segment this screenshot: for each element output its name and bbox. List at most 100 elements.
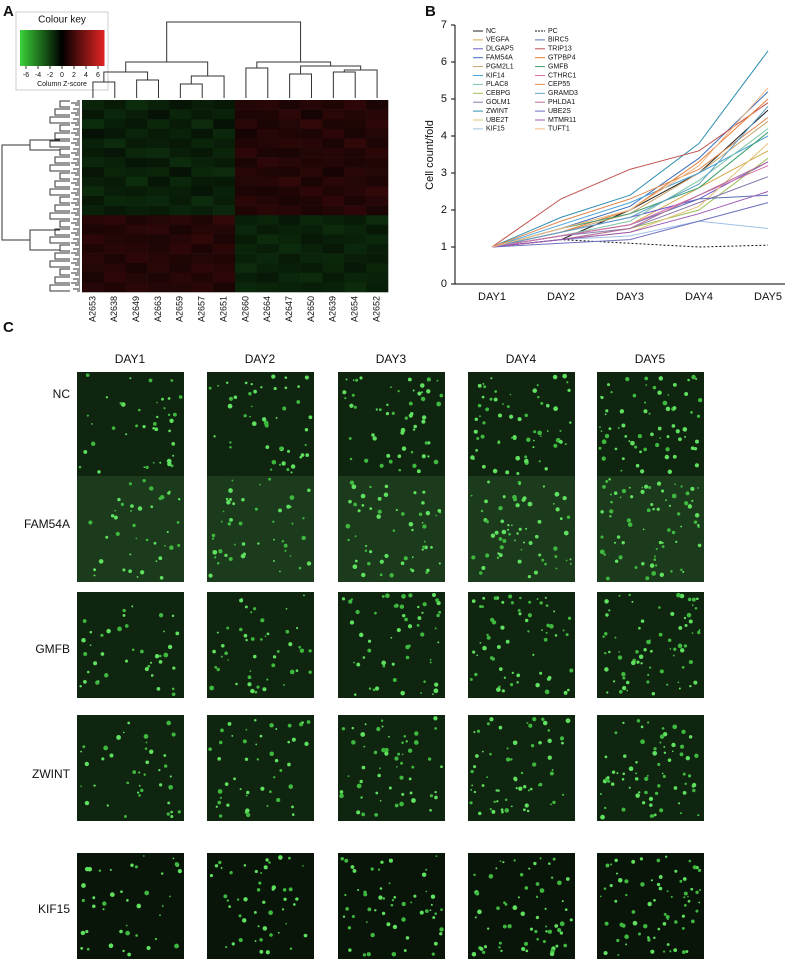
heatmap-cell <box>169 282 192 293</box>
cell-spot <box>159 494 165 500</box>
cell-spot <box>120 890 123 894</box>
cell-spot <box>473 731 476 734</box>
cell-spot <box>345 906 349 911</box>
cell-spot <box>227 522 232 526</box>
colour-key-swatch <box>62 30 64 66</box>
cell-spot <box>416 623 420 627</box>
dendrogram-branch <box>49 260 70 268</box>
cell-spot <box>430 545 433 549</box>
dendrogram-branch <box>49 284 70 292</box>
colour-key-swatch <box>36 30 39 66</box>
heatmap-cell <box>300 138 323 149</box>
heatmap-cell <box>191 100 214 110</box>
cell-spot <box>533 570 538 575</box>
cell-spot <box>475 891 480 896</box>
cell-spot <box>674 483 676 486</box>
cell-spot <box>622 721 625 725</box>
cell-spot <box>372 688 376 692</box>
cell-spot <box>344 858 349 863</box>
cell-spot <box>679 648 685 653</box>
heatmap-cell <box>300 196 323 206</box>
cell-spot <box>569 421 572 424</box>
cell-spot <box>407 377 412 382</box>
cell-spot <box>601 456 606 461</box>
micrograph <box>597 372 704 478</box>
cell-spot <box>90 441 96 447</box>
cell-spot <box>83 450 88 454</box>
cell-spot <box>559 736 565 741</box>
row-label: ZWINT <box>32 767 71 781</box>
cell-spot <box>109 892 115 897</box>
cell-spot <box>365 921 368 924</box>
cell-spot <box>687 899 691 903</box>
cell-spot <box>154 427 159 432</box>
cell-spot <box>388 882 391 885</box>
cell-spot <box>434 912 437 915</box>
cell-spot <box>545 925 548 928</box>
cell-spot <box>240 553 246 559</box>
heatmap-cell <box>125 100 148 110</box>
cell-spot <box>621 807 626 812</box>
dendrogram-branch <box>54 228 70 236</box>
cell-spot <box>649 563 655 568</box>
cell-spot <box>520 548 523 551</box>
cell-spot <box>684 782 687 786</box>
heatmap-cell <box>278 253 301 264</box>
legend-label: PC <box>548 28 558 35</box>
colour-key-swatch <box>97 30 99 66</box>
heatmap-cell <box>256 186 280 197</box>
cell-spot <box>82 619 87 623</box>
heatmap-cell <box>82 234 105 245</box>
cell-spot <box>409 412 414 416</box>
cell-spot <box>148 378 153 383</box>
cell-spot <box>125 659 129 663</box>
heatmap-cell <box>366 253 389 264</box>
cell-spot <box>384 747 389 753</box>
colour-key-swatch <box>92 30 95 66</box>
cell-spot <box>352 564 358 570</box>
cell-spot <box>648 796 654 802</box>
micrograph <box>468 592 575 698</box>
cell-spot <box>233 395 238 400</box>
cell-spot <box>412 428 416 431</box>
cell-spot <box>524 413 528 418</box>
cell-spot <box>469 678 473 681</box>
cell-spot <box>399 775 404 780</box>
cell-spot <box>217 789 223 794</box>
cell-spot <box>384 553 389 559</box>
cell-spot <box>478 571 483 575</box>
cell-spot <box>421 454 426 459</box>
cell-spot <box>684 391 689 396</box>
heatmap-cell <box>213 244 236 254</box>
cell-spot <box>347 775 350 778</box>
cell-spot <box>640 662 643 665</box>
cell-spot <box>523 808 526 812</box>
heatmap-cell <box>256 119 280 130</box>
cell-spot <box>690 887 694 891</box>
cell-spot <box>505 470 510 475</box>
heatmap-cell <box>256 157 280 168</box>
cell-spot <box>260 638 263 641</box>
cell-spot <box>386 453 391 458</box>
colour-key-swatch <box>29 30 32 66</box>
colour-key-tick-label: 6 <box>96 72 100 79</box>
cell-spot <box>228 488 233 493</box>
heatmap-cell <box>235 234 258 245</box>
cell-spot <box>140 570 145 575</box>
cell-spot <box>425 909 429 913</box>
cell-spot <box>538 740 542 745</box>
cell-spot <box>604 599 609 604</box>
cell-spot <box>348 948 352 952</box>
cell-spot <box>391 662 395 666</box>
cell-spot <box>381 660 386 666</box>
dendrogram-branch <box>54 180 70 188</box>
legend-label: VEGFA <box>486 37 510 44</box>
cell-spot <box>561 900 564 903</box>
dendrogram-branch <box>54 132 70 140</box>
cell-spot <box>245 638 248 642</box>
cell-spot <box>669 950 672 953</box>
cell-spot <box>656 507 660 511</box>
cell-spot <box>518 612 522 616</box>
cell-spot <box>286 504 291 509</box>
cell-spot <box>216 631 219 634</box>
